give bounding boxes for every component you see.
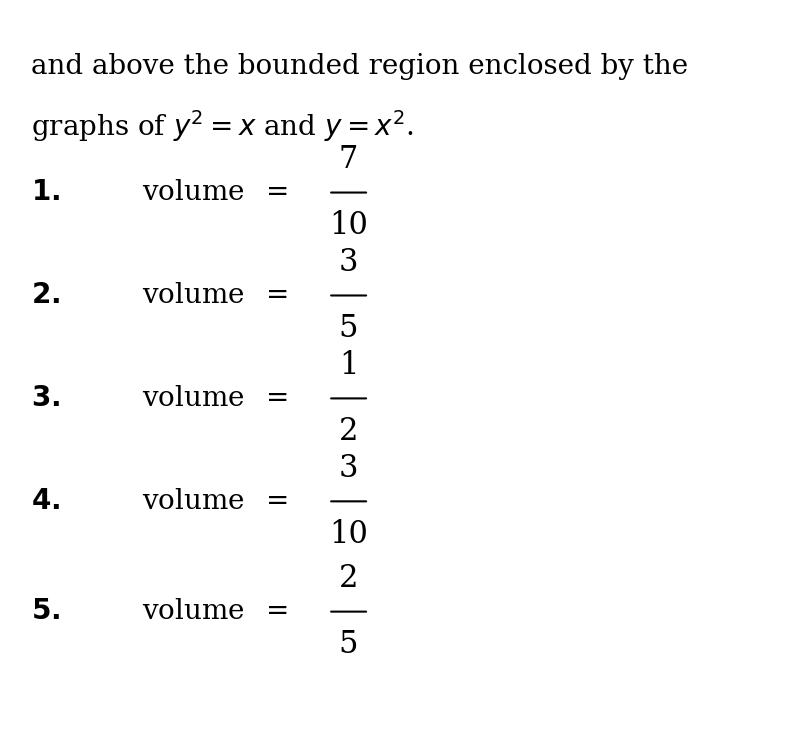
Text: 3: 3 (339, 452, 358, 483)
Text: 5: 5 (339, 630, 358, 661)
Text: 10: 10 (329, 210, 368, 241)
Text: 7: 7 (339, 144, 358, 175)
Text: 2: 2 (339, 416, 358, 447)
Text: 2: 2 (339, 563, 358, 594)
Text: $\mathbf{3.}$: $\mathbf{3.}$ (31, 385, 60, 412)
Text: volume $\;=\;$: volume $\;=\;$ (142, 598, 288, 625)
Text: and above the bounded region enclosed by the: and above the bounded region enclosed by… (31, 53, 688, 80)
Text: volume $\;=\;$: volume $\;=\;$ (142, 488, 288, 515)
Text: $\mathbf{4.}$: $\mathbf{4.}$ (31, 488, 60, 515)
Text: $\mathbf{5.}$: $\mathbf{5.}$ (31, 598, 60, 625)
Text: graphs of $y^2 = x$ and $y = x^2$.: graphs of $y^2 = x$ and $y = x^2$. (31, 108, 414, 144)
Text: 10: 10 (329, 519, 368, 550)
Text: volume $\;=\;$: volume $\;=\;$ (142, 179, 288, 206)
Text: $\mathbf{2.}$: $\mathbf{2.}$ (31, 282, 60, 309)
Text: 1: 1 (339, 350, 358, 381)
Text: 3: 3 (339, 247, 358, 278)
Text: volume $\;=\;$: volume $\;=\;$ (142, 282, 288, 309)
Text: volume $\;=\;$: volume $\;=\;$ (142, 385, 288, 412)
Text: 5: 5 (339, 313, 358, 344)
Text: $\mathbf{1.}$: $\mathbf{1.}$ (31, 179, 60, 206)
